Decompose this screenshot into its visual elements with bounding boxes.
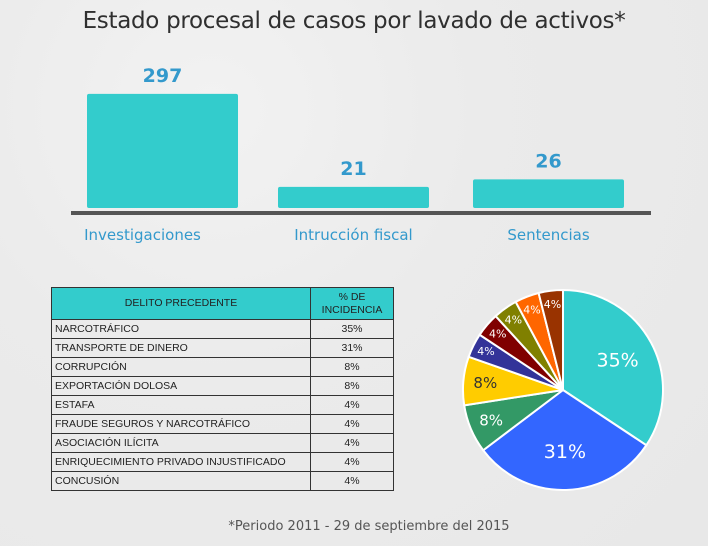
bar-category-label: Sentencias: [507, 226, 589, 244]
bar-value-label: 21: [340, 158, 366, 180]
pie-slice: [537, 288, 564, 391]
delito-cell: CORRUPCIÓN: [51, 357, 311, 377]
table-row: ESTAFA 4%: [51, 395, 394, 415]
pie-slice-label: 4%: [477, 345, 494, 358]
incidencia-cell: 35%: [310, 319, 394, 339]
pie-slice-label: 4%: [505, 313, 522, 326]
table-row: EXPORTACIÓN DOLOSA 8%: [51, 376, 394, 396]
pie-chart: 35%31%8%8%4%4%4%4% 4%: [462, 288, 664, 491]
bar-value-label: 26: [535, 150, 561, 172]
footnote: *Periodo 2011 - 29 de septiembre del 201…: [228, 519, 510, 534]
bar-2: [473, 179, 624, 208]
incidencia-cell: 8%: [310, 376, 394, 396]
bar-0: [87, 93, 238, 208]
table-row: CONCUSIÓN 4%: [51, 471, 394, 491]
incidencia-cell: 4%: [310, 471, 394, 491]
bar-1: [278, 186, 429, 208]
delito-cell: NARCOTRÁFICO: [51, 319, 311, 339]
delito-cell: ENRIQUECIMIENTO PRIVADO INJUSTIFICADO: [51, 452, 311, 472]
delito-cell: FRAUDE SEGUROS Y NARCOTRÁFICO: [51, 414, 311, 434]
header-delito: DELITO PRECEDENTE: [51, 287, 311, 320]
delito-cell: CONCUSIÓN: [51, 471, 311, 491]
pie-slice-label: 8%: [473, 374, 497, 392]
delito-cell: ESTAFA: [51, 395, 311, 415]
table-row: ASOCIACIÓN ILÍCITA 4%: [51, 433, 394, 453]
page-title: Estado procesal de casos por lavado de a…: [82, 8, 626, 34]
table-header-row: DELITO PRECEDENTE % DE INCIDENCIA: [51, 287, 394, 320]
table-row: ENRIQUECIMIENTO PRIVADO INJUSTIFICADO 4%: [51, 452, 394, 472]
incidencia-cell: 4%: [310, 414, 394, 434]
delito-cell: ASOCIACIÓN ILÍCITA: [51, 433, 311, 453]
table-row: CORRUPCIÓN 8%: [51, 357, 394, 377]
incidencia-cell: 4%: [310, 452, 394, 472]
pie-slice-label: 4%: [489, 328, 506, 341]
pie-slice: [481, 388, 648, 491]
pie-slice-label: 8%: [479, 411, 503, 429]
table-row: FRAUDE SEGUROS Y NARCOTRÁFICO 4%: [51, 414, 394, 434]
incidencia-cell: 4%: [310, 433, 394, 453]
delito-cell: TRANSPORTE DE DINERO: [51, 338, 311, 358]
incidencia-cell: 31%: [310, 338, 394, 358]
delito-table: DELITO PRECEDENTE % DE INCIDENCIA NARCOTR…: [51, 287, 394, 491]
table-row: NARCOTRÁFICO 35%: [51, 319, 394, 339]
bar-chart: 297 Investigaciones 21 Intrucción fiscal 26 S…: [71, 65, 651, 244]
bar-category-label: Investigaciones: [84, 226, 201, 244]
bar-category-label: Intrucción fiscal: [294, 226, 412, 244]
table-row: TRANSPORTE DE DINERO 31%: [51, 338, 394, 358]
incidencia-cell: 8%: [310, 357, 394, 377]
delito-cell: EXPORTACIÓN DOLOSA: [51, 376, 311, 396]
pie-slice-label: 4%: [523, 303, 540, 316]
header-incidencia: % DE INCIDENCIA: [310, 287, 394, 320]
bar-value-label: 297: [143, 65, 183, 87]
pie-slice-label: 35%: [597, 350, 639, 372]
pie-slice-label: 4%: [544, 298, 561, 311]
incidencia-cell: 4%: [310, 395, 394, 415]
x-axis-line: [71, 211, 651, 215]
header-incidencia-text: % DE INCIDENCIA: [321, 290, 383, 316]
pie-slice-label: 31%: [544, 441, 586, 463]
